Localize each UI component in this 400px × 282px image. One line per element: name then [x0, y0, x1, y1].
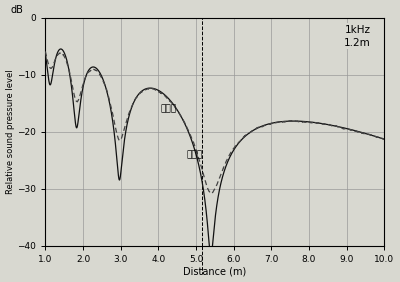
X-axis label: Distance (m): Distance (m): [183, 266, 246, 276]
Text: 実測値: 実測値: [187, 150, 203, 159]
Y-axis label: Relative sound pressure level: Relative sound pressure level: [6, 69, 14, 194]
Text: 理論値: 理論値: [160, 105, 176, 114]
Text: 1kHz
1.2m: 1kHz 1.2m: [344, 25, 371, 48]
Text: dB: dB: [10, 5, 23, 16]
